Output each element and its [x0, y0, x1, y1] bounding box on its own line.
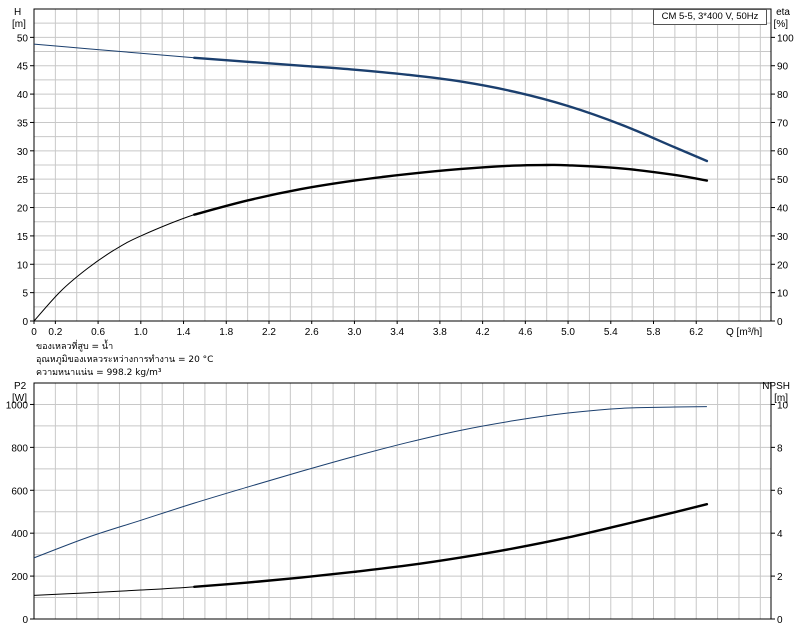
- panel1-series1-line: [33, 43, 708, 162]
- panel2-series2-line: [33, 503, 708, 596]
- x-tick-label: 5.8: [647, 327, 661, 338]
- panel2-left-axis-title: P2: [14, 381, 27, 392]
- panel1-right-tick-label: 60: [777, 147, 789, 158]
- fluid-note-temperature: อุณหภูมิของเหลวระหว่างการทำงาน = 20 °C: [36, 355, 214, 365]
- panel2-left-axis-unit: [W]: [12, 393, 27, 404]
- panel2-right-tick-label: 6: [777, 486, 783, 497]
- panel1-right-tick-label: 20: [777, 260, 789, 271]
- panel1-frame: [33, 8, 772, 322]
- panel2-series1-line: [33, 406, 707, 559]
- panel2-right-tick-label: 4: [777, 529, 783, 540]
- panel2-right-tick-label: 2: [777, 572, 783, 583]
- panel1-right-axis-unit: [%]: [774, 19, 789, 30]
- panel2-right-axis-title: NPSH: [762, 381, 790, 392]
- panel2-left-tick-label: 600: [11, 486, 28, 497]
- panel1-left-tick-label: 50: [17, 33, 29, 44]
- panel2-left-tick-label: 1000: [6, 400, 29, 411]
- fluid-note-liquid: ของเหลวที่สูบ = น้ำ: [36, 342, 114, 352]
- fluid-note-density: ความหนาแน่น = 998.2 kg/m³: [36, 368, 162, 378]
- panel1-left-tick-label: 5: [22, 289, 28, 300]
- panel1-left-axis-unit: [m]: [12, 19, 26, 30]
- panel1-right-tick-label: 10: [777, 289, 789, 300]
- x-tick-label: 3.8: [433, 327, 447, 338]
- x-tick-label: 6.2: [689, 327, 703, 338]
- x-tick-label: 0.6: [91, 327, 105, 338]
- panel1-left-tick-label: 30: [17, 147, 29, 158]
- panel2-left-tick-label: 0: [22, 615, 28, 626]
- panel2-right-tick-label: 10: [777, 400, 789, 411]
- panel2-right-axis-unit: [m]: [774, 393, 788, 404]
- panel2-left-tick-label: 200: [11, 572, 28, 583]
- panel1-left-tick-label: 45: [17, 62, 29, 73]
- panel1-right-tick-label: 40: [777, 204, 789, 215]
- panel1-right-tick-label: 90: [777, 62, 789, 73]
- panel2-left-tick-label: 400: [11, 529, 28, 540]
- x-tick-label: 2.2: [262, 327, 276, 338]
- panel1-left-tick-label: 20: [17, 204, 29, 215]
- panel2-right-tick-label: 0: [777, 615, 783, 626]
- x-axis-unit: Q [m³/h]: [726, 327, 762, 338]
- x-tick-label: 3.0: [347, 327, 361, 338]
- pump-model-label: CM 5-5, 3*400 V, 50Hz: [653, 9, 767, 25]
- panel2-right-tick-label: 8: [777, 443, 783, 454]
- x-tick-label: 1.4: [177, 327, 191, 338]
- x-tick-label: 5.4: [604, 327, 618, 338]
- panel1-right-tick-label: 50: [777, 175, 789, 186]
- panel1-right-axis-title: eta: [776, 7, 790, 18]
- panel1-left-tick-label: 35: [17, 118, 29, 129]
- panel1-right-tick-label: 100: [777, 33, 794, 44]
- panel1-left-tick-label: 25: [17, 175, 29, 186]
- panel1-right-tick-label: 80: [777, 90, 789, 101]
- panel1-left-tick-label: 15: [17, 232, 29, 243]
- panel1-series1-operating-range: [193, 56, 709, 163]
- x-tick-label: 4.2: [476, 327, 490, 338]
- panel1-left-axis-title: H: [14, 7, 21, 18]
- panel1-right-tick-label: 0: [777, 317, 783, 328]
- x-tick-label: 4.6: [518, 327, 532, 338]
- panel1-series2-line: [33, 164, 707, 322]
- panel2-frame: [33, 382, 772, 620]
- panel2-series2-operating-range: [193, 503, 709, 589]
- x-tick-label: 0: [31, 327, 37, 338]
- panel2-left-tick-label: 800: [11, 443, 28, 454]
- panel1-left-tick-label: 10: [17, 260, 29, 271]
- panel1-right-tick-label: 30: [777, 232, 789, 243]
- x-tick-label: 2.6: [305, 327, 319, 338]
- x-tick-label: 1.0: [134, 327, 148, 338]
- panel1-right-tick-label: 70: [777, 118, 789, 129]
- x-tick-label: 5.0: [561, 327, 575, 338]
- panel1-left-tick-label: 0: [22, 317, 28, 328]
- x-tick-label: 0.2: [48, 327, 62, 338]
- x-tick-label: 3.4: [390, 327, 404, 338]
- panel1-left-tick-label: 40: [17, 90, 29, 101]
- panel1-series2-operating-range: [193, 163, 709, 216]
- x-tick-label: 1.8: [219, 327, 233, 338]
